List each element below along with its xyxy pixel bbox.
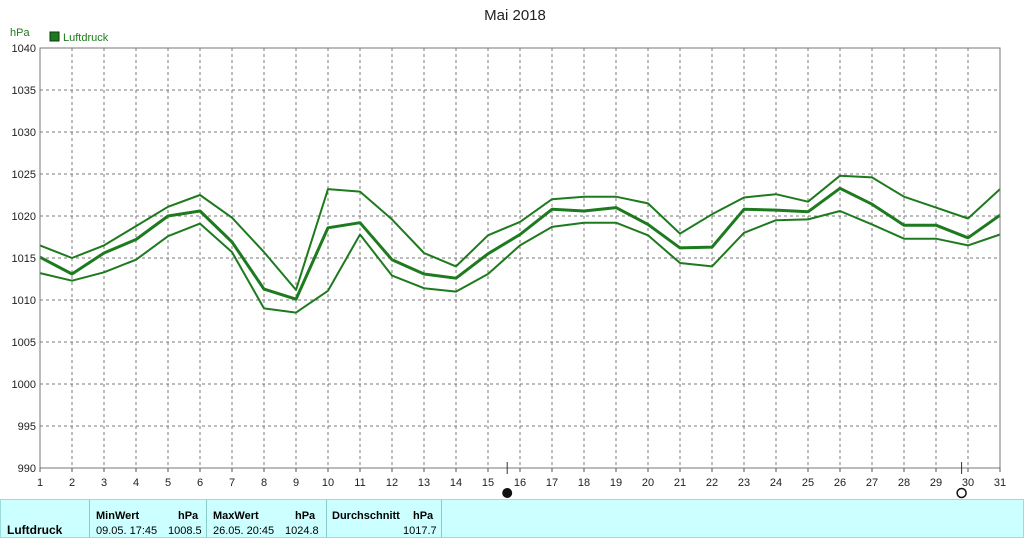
x-tick-label: 19 (610, 477, 622, 489)
y-tick-label: 1035 (12, 85, 36, 97)
x-tick-label: 24 (770, 477, 782, 489)
x-tick-label: 20 (642, 477, 654, 489)
max-cell: MaxWert hPa 26.05. 20:45 1024.8 (206, 500, 325, 537)
x-tick-label: 1 (37, 477, 43, 489)
max-header: MaxWert (213, 510, 259, 522)
x-tick-label: 26 (834, 477, 846, 489)
new-moon-marker (502, 488, 513, 498)
plot-frame (39, 47, 1001, 469)
x-tick-label: 15 (482, 477, 494, 489)
x-axis-ticks: 1 2 3 4 5 6 7 8 9 10 11 12 13 14 15 16 17 18 19 20 21 22 23 24 2… (37, 468, 1006, 489)
x-tick-label: 7 (229, 477, 235, 489)
min-cell: MinWert hPa 09.05. 17:45 1008.5 (89, 500, 206, 537)
x-tick-label: 2 (69, 477, 75, 489)
y-tick-label: 1010 (12, 295, 36, 307)
x-tick-label: 11 (354, 477, 365, 489)
stats-divider (441, 500, 443, 537)
stats-row-label: Luftdruck (7, 523, 63, 537)
y-axis-unit-label: hPa (10, 27, 30, 39)
x-tick-label: 3 (101, 477, 107, 489)
average-unit: hPa (413, 510, 434, 522)
x-tick-label: 29 (930, 477, 942, 489)
moon-phase-markers (502, 462, 967, 499)
y-tick-label: 1000 (12, 379, 36, 391)
x-tick-label: 13 (418, 477, 430, 489)
min-header: MinWert (96, 510, 140, 522)
min-value: 1008.5 (168, 525, 202, 537)
y-tick-label: 995 (18, 421, 36, 433)
x-tick-label: 28 (898, 477, 910, 489)
y-tick-label: 990 (18, 463, 36, 475)
x-tick-label: 27 (866, 477, 878, 489)
y-tick-label: 1025 (12, 169, 36, 181)
x-tick-label: 8 (261, 477, 267, 489)
x-tick-label: 30 (962, 477, 974, 489)
average-cell: Durchschnitt hPa 1017.7 (326, 500, 441, 537)
x-tick-label: 4 (133, 477, 139, 489)
chart-title: Mai 2018 (484, 7, 546, 24)
x-tick-label: 17 (546, 477, 558, 489)
x-tick-label: 21 (674, 477, 686, 489)
y-tick-label: 1015 (12, 253, 36, 265)
average-header: Durchschnitt (332, 510, 400, 522)
series-line-max (39, 174, 1001, 291)
x-tick-label: 10 (322, 477, 334, 489)
y-tick-label: 1030 (12, 127, 36, 139)
legend-label: Luftdruck (63, 32, 109, 44)
x-tick-label: 18 (578, 477, 590, 489)
grid-lines (40, 48, 1000, 468)
series-lines (39, 174, 1001, 314)
series-line-mean (39, 186, 1001, 301)
x-tick-label: 22 (706, 477, 718, 489)
y-tick-label: 1040 (12, 43, 36, 55)
average-value: 1017.7 (403, 525, 437, 537)
x-tick-label: 25 (802, 477, 814, 489)
x-tick-label: 6 (197, 477, 203, 489)
max-value: 1024.8 (285, 525, 319, 537)
stats-panel: Luftdruck MinWert hPa 09.05. 17:45 1008.… (0, 499, 1024, 538)
x-tick-label: 16 (514, 477, 526, 489)
pressure-chart: Mai 2018 hPa Luftdruck 99099510001005101… (10, 7, 1006, 499)
x-tick-label: 9 (293, 477, 299, 489)
max-unit: hPa (295, 510, 316, 522)
x-tick-label: 31 (994, 477, 1006, 489)
x-tick-label: 14 (450, 477, 462, 489)
min-unit: hPa (178, 510, 199, 522)
y-tick-label: 1005 (12, 337, 36, 349)
full-moon-marker (956, 487, 967, 499)
x-tick-label: 5 (165, 477, 171, 489)
x-tick-label: 23 (738, 477, 750, 489)
x-tick-label: 12 (386, 477, 398, 489)
y-axis-ticks: 990 995 1000 1005 1010 1015 1020 1025 1030 1035 10… (12, 43, 36, 475)
y-tick-label: 1020 (12, 211, 36, 223)
series-line-min (39, 210, 1001, 314)
max-time: 26.05. 20:45 (213, 525, 275, 537)
legend-swatch (49, 31, 60, 42)
min-time: 09.05. 17:45 (96, 525, 158, 537)
